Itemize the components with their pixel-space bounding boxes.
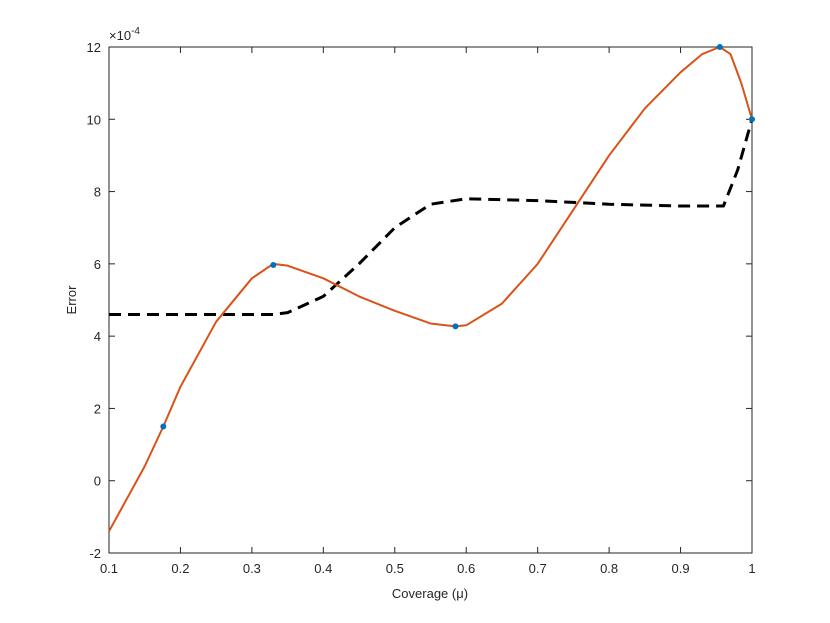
series-line	[109, 118, 754, 316]
y-tick-label: 6	[94, 257, 101, 272]
x-tick-label: 0.6	[457, 561, 475, 576]
x-tick-label: 0.1	[100, 561, 118, 576]
data-point	[160, 423, 167, 430]
x-axis-label: Coverage (μ)	[392, 586, 468, 601]
axes-box	[108, 46, 753, 554]
y-tick-label: 8	[94, 185, 101, 200]
x-tick-label: 0.3	[243, 561, 261, 576]
x-tick-label: 0.9	[672, 561, 690, 576]
data-point	[452, 323, 459, 330]
y-tick-label: 2	[94, 401, 101, 416]
x-tick-label: 0.7	[529, 561, 547, 576]
data-point	[749, 116, 755, 123]
x-tick-label: 0.4	[314, 561, 332, 576]
x-tick-label: 0.2	[171, 561, 189, 576]
x-tick-label: 0.5	[386, 561, 404, 576]
x-tick-label: 0.8	[600, 561, 618, 576]
y-tick-label: 12	[87, 40, 101, 55]
y-tick-label: -2	[89, 546, 101, 561]
y-tick-label: 0	[94, 474, 101, 489]
y-scale: ×10-4	[109, 26, 140, 43]
y-scale-base: ×10	[109, 28, 131, 43]
y-tick-label: 10	[87, 112, 101, 127]
y-tick-label: 4	[94, 329, 101, 344]
y-axis-label: Error	[64, 285, 79, 315]
y-scale-exponent: -4	[131, 26, 140, 37]
data-point	[270, 261, 277, 268]
data-point	[716, 44, 723, 50]
x-tick-label: 1	[748, 561, 755, 576]
